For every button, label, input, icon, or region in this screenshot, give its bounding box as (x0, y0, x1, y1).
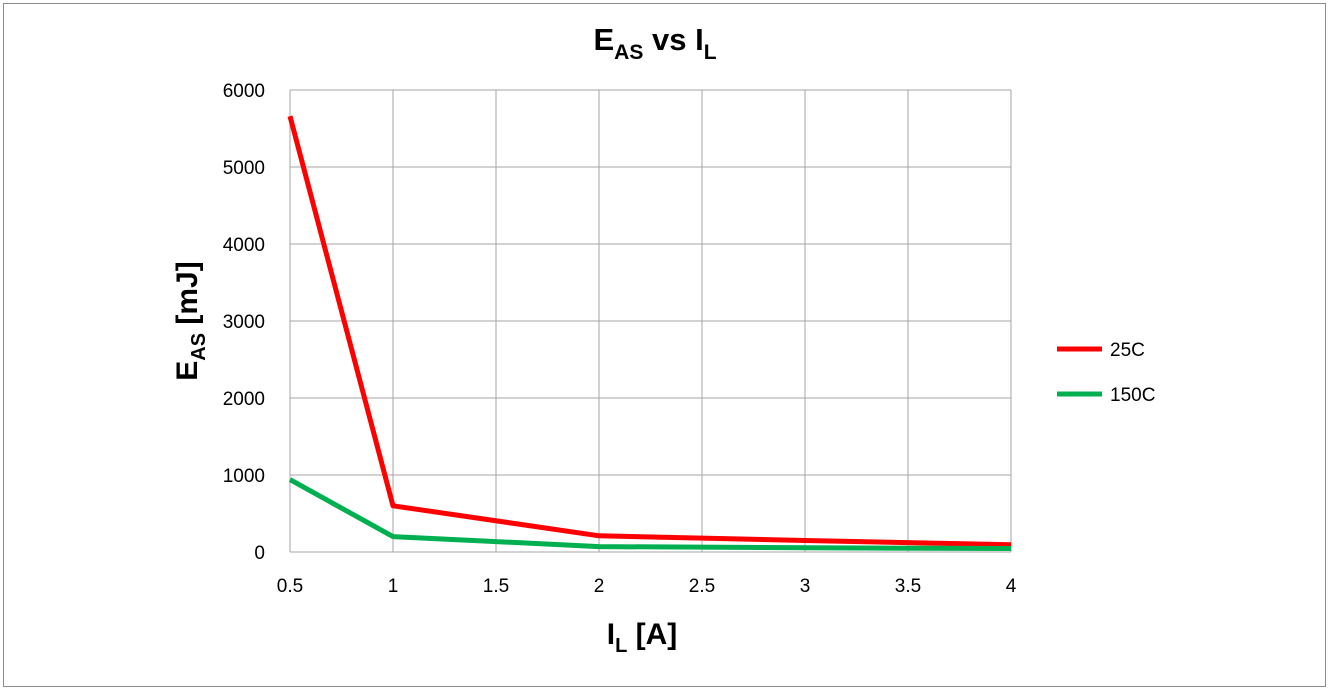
legend-label-150C: 150C (1110, 385, 1155, 406)
y-axis-title-rest: [mJ] (171, 261, 204, 333)
y-axis-title: EAS [mJ] (171, 261, 210, 381)
x-tick-label: 2.5 (689, 576, 715, 597)
y-tick-label: 1000 (223, 466, 265, 487)
chart-title-main: E (593, 22, 614, 57)
chart-frame (3, 3, 1326, 687)
chart-title-sub: AS (614, 41, 643, 64)
gridlines (289, 89, 1012, 553)
x-tick-label: 2 (594, 576, 605, 597)
y-tick-label: 5000 (223, 158, 265, 179)
x-axis-title-rest: [A] (627, 618, 677, 651)
y-axis-title-main: E (171, 361, 204, 381)
y-tick-labels: 0 1000 2000 3000 4000 5000 6000 (223, 81, 265, 564)
series-layer (287, 115, 1012, 551)
x-tick-label: 1.5 (483, 576, 509, 597)
chart-title: EAS vs IL (593, 22, 716, 64)
y-tick-label: 6000 (223, 81, 265, 102)
y-axis-title-sub: AS (188, 333, 210, 361)
y-tick-label: 4000 (223, 235, 265, 256)
x-tick-label: 3.5 (895, 576, 921, 597)
x-tick-label: 3 (800, 576, 811, 597)
y-tick-label: 0 (254, 543, 265, 564)
series-line-25C (287, 115, 1012, 548)
x-tick-labels: 0.5 1 1.5 2 2.5 3 3.5 4 (277, 576, 1017, 597)
legend: 25C 150C (1057, 340, 1155, 406)
legend-label-25C: 25C (1110, 340, 1145, 361)
x-axis-title-sub: L (615, 635, 627, 657)
x-axis-title: IL [A] (607, 618, 678, 657)
chart-title-mid: vs I (643, 22, 703, 57)
chart-title-sub2: L (704, 41, 717, 64)
x-tick-label: 0.5 (277, 576, 303, 597)
y-tick-label: 2000 (223, 389, 265, 410)
x-tick-label: 1 (388, 576, 399, 597)
y-tick-label: 3000 (223, 312, 265, 333)
x-axis-title-main: I (607, 618, 615, 651)
x-tick-label: 4 (1006, 576, 1017, 597)
